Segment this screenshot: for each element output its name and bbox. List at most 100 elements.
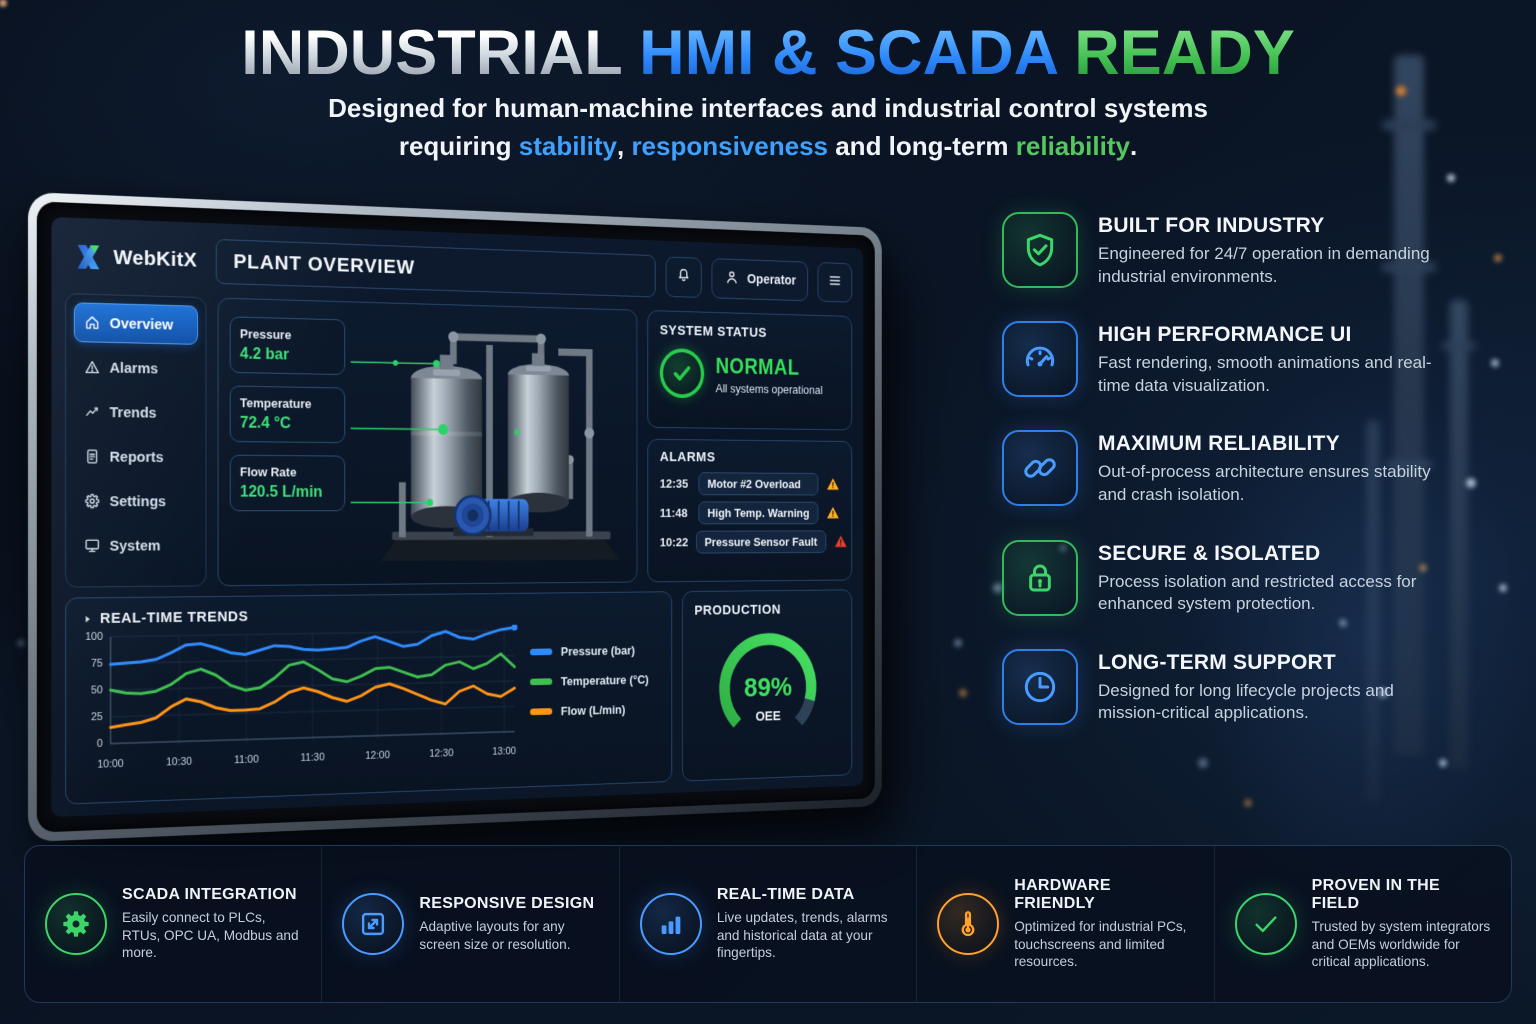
sidebar-item-system[interactable]: System [74, 526, 198, 566]
alarm-message: Pressure Sensor Fault [695, 530, 826, 554]
svg-text:13:00: 13:00 [492, 745, 516, 757]
feature-bar-bottom: SCADA INTEGRATION Easily connect to PLCs,… [24, 845, 1512, 1003]
sidebar-item-trends[interactable]: Trends [74, 392, 198, 433]
subtitle-segment: stability [518, 130, 617, 161]
svg-text:12:00: 12:00 [365, 749, 390, 761]
monitor-icon [84, 537, 101, 555]
feature-desc: Fast rendering, smooth animations and re… [1098, 353, 1432, 395]
alarm-row[interactable]: 11:48 High Temp. Warning [659, 501, 841, 525]
svg-text:10:30: 10:30 [166, 756, 192, 769]
headline-segment: INDUSTRIAL [241, 18, 640, 88]
feature-scada-integration: SCADA INTEGRATION Easily connect to PLCs,… [25, 846, 321, 1002]
feature-desc: Live updates, trends, alarms and histori… [716, 909, 888, 961]
sidebar-item-label: Settings [109, 492, 167, 510]
legend-item: Flow (L/min) [530, 702, 649, 719]
document-icon [84, 448, 101, 466]
legend-label: Pressure (bar) [560, 643, 636, 659]
subtitle-segment: . [1129, 130, 1138, 161]
alarm-time: 12:35 [659, 476, 689, 491]
svg-text:12:30: 12:30 [429, 747, 453, 759]
system-status-row: NORMAL All systems operational [659, 348, 841, 401]
shield-check-icon [1002, 212, 1078, 288]
sidebar-item-overview[interactable]: Overview [73, 302, 198, 345]
refinery-tower [1394, 55, 1424, 755]
bar-chart-icon [639, 893, 702, 955]
feature-list-right: BUILT FOR INDUSTRY Engineered for 24/7 op… [1002, 212, 1472, 725]
feature-real-time-data: REAL-TIME DATA Live updates, trends, alar… [618, 846, 916, 1002]
alarm-message: Motor #2 Overload [698, 472, 819, 496]
legend-item: Temperature (°C) [530, 672, 649, 689]
feature-desc: Adaptive layouts for any screen size or … [419, 918, 571, 952]
user-icon [724, 268, 740, 290]
legend-label: Temperature (°C) [560, 672, 649, 689]
svg-text:25: 25 [91, 712, 103, 724]
alarm-row[interactable]: 10:22 Pressure Sensor Fault [659, 530, 847, 554]
operator-button[interactable]: Operator [711, 258, 809, 302]
headline-segment: READY [1074, 18, 1295, 88]
refinery-platform [1382, 262, 1436, 272]
gear-solid-icon [45, 893, 107, 955]
feature-long-term-support: LONG-TERM SUPPORT Designed for long lifec… [1002, 648, 1472, 725]
webkitx-logo: WebKitX [65, 240, 204, 276]
metric-label: Temperature [239, 395, 312, 412]
alarm-severity-icon [825, 476, 840, 493]
production-panel: PRODUCTION 89% OEE [682, 589, 853, 782]
subtitle-segment: and long-term [828, 130, 1016, 161]
svg-text:11:00: 11:00 [234, 754, 259, 767]
legend-swatch [530, 648, 553, 656]
metric-card-temperature: Temperature 72.4 °C [229, 385, 346, 444]
sidebar-item-label: System [109, 537, 161, 555]
svg-text:89%: 89% [744, 672, 792, 703]
feature-title: SCADA INTEGRATION [122, 885, 297, 903]
metric-value: 4.2 bar [239, 344, 290, 364]
subtitle-segment: , [616, 130, 632, 161]
alarms-panel: ALARMS 12:35 Motor #2 Overload 11:48 High T… [647, 438, 853, 583]
svg-text:100: 100 [85, 631, 103, 643]
feature-title: HARDWARE FRIENDLY [1014, 876, 1111, 912]
feature-title: PROVEN IN THE FIELD [1311, 876, 1440, 912]
sidebar-item-settings[interactable]: Settings [74, 481, 198, 521]
hmi-right-column: SYSTEM STATUS NORMAL All systems operati… [647, 310, 853, 583]
alarm-time: 10:22 [659, 535, 689, 550]
sidebar-item-alarms[interactable]: Alarms [74, 347, 198, 389]
refinery-platform [1386, 460, 1432, 469]
svg-text:11:30: 11:30 [300, 752, 324, 764]
trends-title-label: REAL-TIME TRENDS [99, 608, 249, 627]
notifications-button[interactable] [665, 256, 702, 298]
alarm-time: 11:48 [659, 505, 688, 520]
alarm-row[interactable]: 12:35 Motor #2 Overload [660, 472, 841, 496]
metric-cards: Pressure 4.2 bar Temperature 72.4 °C Flow Ra… [229, 311, 346, 574]
metric-value: 120.5 L/min [239, 482, 323, 501]
svg-text:75: 75 [91, 658, 103, 670]
expand-icon [342, 893, 405, 955]
sidebar-item-label: Alarms [109, 359, 159, 377]
feature-title: MAXIMUM RELIABILITY [1098, 432, 1340, 456]
production-title: PRODUCTION [694, 601, 781, 619]
feature-desc: Optimized for industrial PCs, touchscree… [1014, 918, 1187, 970]
system-status-title: SYSTEM STATUS [659, 322, 767, 341]
refinery-silhouette [1306, 0, 1536, 880]
hero: INDUSTRIAL HMI & SCADA READY Designed fo… [0, 20, 1536, 166]
feature-high-performance-ui: HIGH PERFORMANCE UI Fast rendering, smoot… [1002, 321, 1472, 398]
alarm-message: High Temp. Warning [698, 501, 819, 525]
feature-responsive-design: RESPONSIVE DESIGN Adaptive layouts for an… [321, 846, 618, 1002]
menu-button[interactable] [817, 262, 853, 303]
hmi-main-row: Overview Alarms Trends Reports Settings Syste… [65, 293, 853, 588]
feature-maximum-reliability: MAXIMUM RELIABILITY Out-of-process archit… [1002, 430, 1472, 507]
speedometer-icon [1002, 321, 1078, 398]
hmi-screen: WebKitX PLANT OVERVIEW Operator Overview… [51, 216, 864, 818]
alarm-list: 12:35 Motor #2 Overload 11:48 High Temp. Wa… [659, 472, 847, 554]
feature-desc: Out-of-process architecture ensures stab… [1098, 462, 1431, 505]
hmi-tablet: WebKitX PLANT OVERVIEW Operator Overview… [28, 192, 882, 842]
feature-desc: Trusted by system integrators and OEMs w… [1311, 918, 1491, 970]
sidebar: Overview Alarms Trends Reports Settings Syste… [65, 293, 207, 588]
bokeh-lights-warm [0, 0, 6, 6]
feature-title: RESPONSIVE DESIGN [419, 894, 595, 912]
hmi-topbar: WebKitX PLANT OVERVIEW Operator [65, 229, 853, 307]
gear-icon [84, 492, 101, 510]
sidebar-item-reports[interactable]: Reports [74, 436, 198, 476]
check-icon [1234, 893, 1297, 955]
sidebar-item-label: Overview [109, 314, 174, 334]
subtitle-segment: responsiveness [631, 130, 828, 161]
